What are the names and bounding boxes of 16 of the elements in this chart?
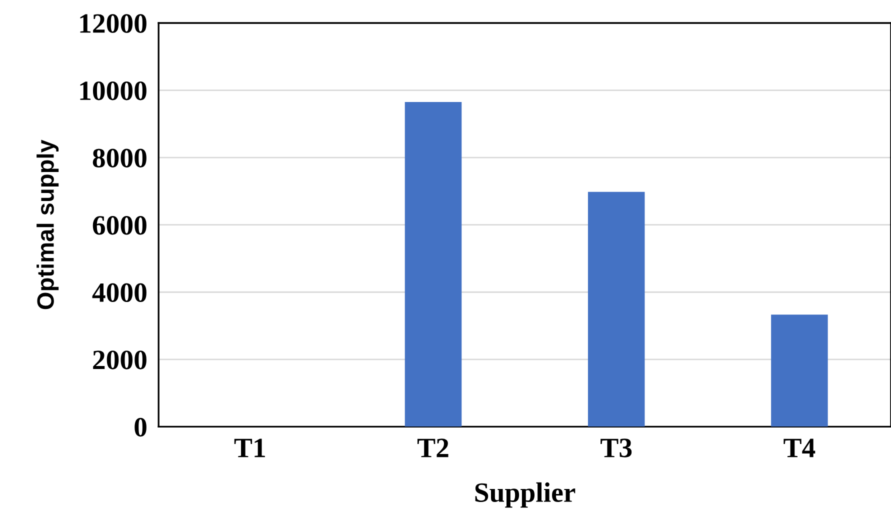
x-tick-label: T2: [417, 438, 448, 458]
bar: [404, 102, 462, 427]
y-tick-label: 10000: [80, 81, 146, 100]
y-tick-label: 12000: [80, 14, 146, 33]
x-tick-label: T3: [600, 438, 632, 458]
y-tick-label: 8000: [92, 148, 146, 168]
x-axis-title: Supplier: [475, 482, 576, 508]
y-tick-label: 2000: [93, 350, 146, 370]
y-axis-title: Optimal supply: [36, 140, 59, 310]
bar: [588, 192, 645, 427]
y-tick-label: 0: [134, 418, 146, 437]
y-tick-label: 6000: [92, 216, 146, 235]
y-tick-label: 4000: [92, 283, 146, 302]
x-tick-label: T1: [234, 438, 265, 458]
bar: [771, 314, 828, 427]
x-tick-label: T4: [784, 438, 816, 458]
